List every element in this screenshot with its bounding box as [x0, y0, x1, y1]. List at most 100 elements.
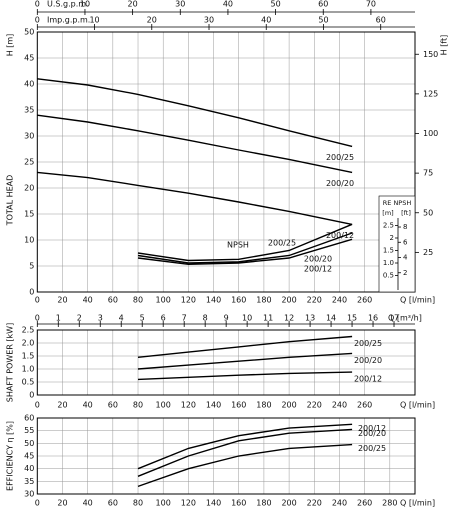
- flow-tick-label: 30: [204, 16, 214, 25]
- x-tick-label: 20: [57, 499, 67, 508]
- flow-tick-label: 0: [35, 16, 40, 25]
- flow-tick-label: 8: [203, 314, 208, 323]
- flow-tick-label: 50: [271, 0, 281, 9]
- y-tick-label: 0.5: [22, 378, 35, 387]
- series-line: [137, 335, 353, 358]
- npsh-tick-label: 1.5: [383, 247, 394, 255]
- flow-axis-label: Imp.g.p.m.: [47, 16, 90, 25]
- npsh-series-label: 200/12: [304, 265, 332, 274]
- y2-tick-label: 25: [423, 248, 433, 257]
- x-tick-label: 140: [206, 296, 221, 305]
- series-label: 200/25: [326, 153, 354, 162]
- series-line: [137, 423, 353, 470]
- y-tick-label: 50: [24, 439, 34, 448]
- npsh-label: NPSH: [227, 241, 249, 250]
- y-tick-label: 45: [24, 452, 34, 461]
- x-tick-label: 0: [35, 401, 40, 410]
- x-tick-label: 120: [181, 401, 196, 410]
- x-axis-label: Q [l/min]: [400, 296, 435, 305]
- series-line: [137, 371, 353, 381]
- npsh-tick-label: 2.5: [383, 222, 394, 230]
- series-line: [37, 171, 353, 226]
- flow-tick-label: 10: [242, 314, 252, 323]
- flow-tick-label: 11: [263, 314, 273, 323]
- npsh-series-label: 200/20: [304, 255, 332, 264]
- flow-tick-label: 70: [366, 0, 376, 9]
- npsh-ft-label: 4: [403, 254, 408, 262]
- series-label: 200/25: [354, 339, 382, 348]
- npsh-series-label: 200/25: [268, 239, 296, 248]
- x-tick-label: 180: [256, 499, 271, 508]
- y-axis-label: SHAFT POWER [kW]: [6, 323, 15, 402]
- y-tick-label: 40: [24, 80, 34, 89]
- npsh-unit: [m]: [382, 209, 393, 217]
- flow-tick-label: 12: [284, 314, 294, 323]
- y-tick-label: 20: [24, 184, 34, 193]
- x-tick-label: 200: [281, 296, 296, 305]
- y-tick-label: 35: [24, 477, 34, 486]
- x-tick-label: 80: [133, 499, 143, 508]
- x-tick-label: 100: [156, 401, 171, 410]
- x-tick-label: 220: [307, 401, 322, 410]
- y-tick-label: 50: [24, 28, 34, 37]
- x-tick-label: 220: [307, 296, 322, 305]
- series-line: [137, 238, 353, 266]
- x-tick-label: 240: [332, 499, 347, 508]
- series-line: [37, 114, 353, 174]
- series-label: 200/20: [326, 179, 354, 188]
- x-tick-label: 200: [281, 401, 296, 410]
- npsh-tick-label: 0.5: [383, 272, 394, 280]
- flow-tick-label: 30: [175, 0, 185, 9]
- x-tick-label: 240: [332, 401, 347, 410]
- y-tick-label: 30: [24, 132, 34, 141]
- x-tick-label: 120: [181, 499, 196, 508]
- y-tick-label: 10: [24, 236, 34, 245]
- flow-tick-label: 60: [318, 0, 328, 9]
- y-tick-label: 0: [29, 288, 34, 297]
- flow-axis-label: U.S.g.p.m.: [47, 0, 89, 9]
- series-label: 200/25: [358, 444, 386, 453]
- x-tick-label: 40: [83, 401, 93, 410]
- x-tick-label: 260: [357, 296, 372, 305]
- x-axis-label: Q [l/min]: [400, 401, 435, 410]
- x-tick-label: 140: [206, 401, 221, 410]
- x-tick-label: 180: [256, 296, 271, 305]
- y2-tick-label: 75: [423, 169, 433, 178]
- y-tick-label: 25: [24, 158, 34, 167]
- x-tick-label: 0: [35, 296, 40, 305]
- x-tick-label: 260: [357, 499, 372, 508]
- y-tick-label: 40: [24, 464, 34, 473]
- y-tick-label: 60: [24, 414, 34, 423]
- series-line: [137, 223, 353, 262]
- x-tick-label: 40: [83, 499, 93, 508]
- y-tick-label: 45: [24, 54, 34, 63]
- y2-tick-label: 125: [423, 89, 438, 98]
- series-label: 200/20: [354, 356, 382, 365]
- y-tick-label: 30: [24, 490, 34, 499]
- npsh-header: RE NPSH: [383, 199, 412, 207]
- series-line: [137, 443, 353, 488]
- x-tick-label: 20: [57, 296, 67, 305]
- x-tick-label: 0: [35, 499, 40, 508]
- y2-tick-label: 100: [423, 129, 438, 138]
- flow-tick-label: 10: [80, 0, 90, 9]
- y-tick-label: 1.0: [22, 365, 35, 374]
- series-label: 200/12: [326, 231, 354, 240]
- flow-tick-label: 1: [56, 314, 61, 323]
- flow-tick-label: 15: [347, 314, 357, 323]
- y-axis-label: EFFICIENCY η [%]: [6, 421, 15, 491]
- x-tick-label: 100: [156, 499, 171, 508]
- series-label: 200/20: [358, 429, 386, 438]
- x-tick-label: 260: [357, 401, 372, 410]
- y-tick-label: 2.0: [22, 339, 35, 348]
- x-tick-label: 80: [133, 401, 143, 410]
- series-label: 200/12: [358, 424, 386, 433]
- x-tick-label: 60: [108, 499, 118, 508]
- flow-tick-label: 20: [128, 0, 138, 9]
- flow-tick-label: 50: [318, 16, 328, 25]
- y-tick-label: 0: [29, 391, 34, 400]
- x-tick-label: 120: [181, 296, 196, 305]
- series-line: [137, 232, 353, 264]
- x-tick-label: 80: [133, 296, 143, 305]
- npsh-unit: [ft]: [401, 209, 411, 217]
